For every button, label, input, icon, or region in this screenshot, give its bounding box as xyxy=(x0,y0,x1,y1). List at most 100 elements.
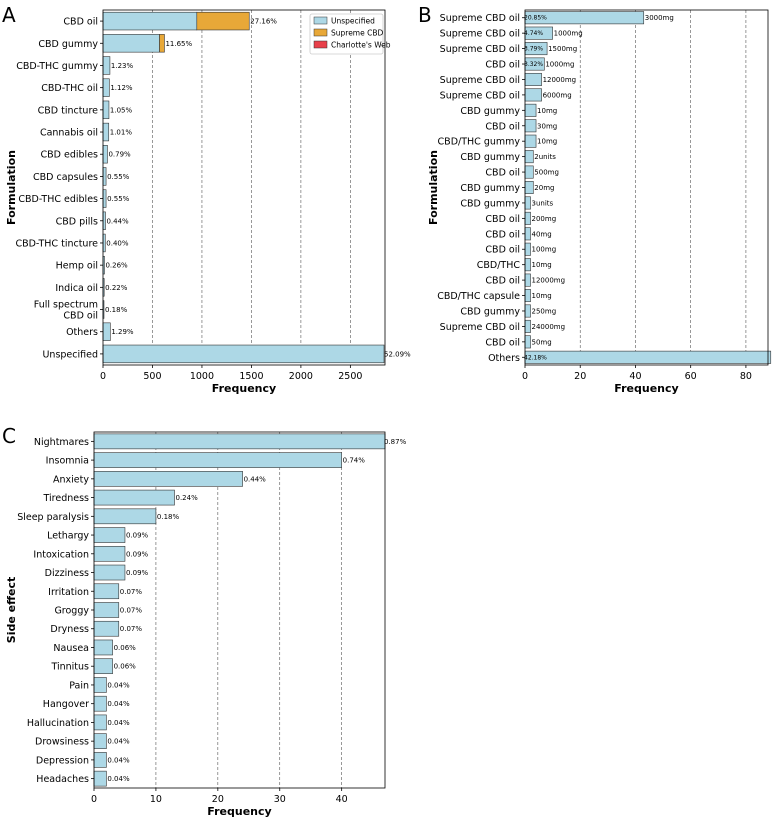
bar-data-label: 1.01% xyxy=(110,129,133,137)
bar-supreme-cbd xyxy=(196,11,250,31)
y-tick-label-line: Full spectrum xyxy=(34,300,98,311)
y-tick-label: Headaches xyxy=(36,774,89,785)
bar-data-label: 3units xyxy=(532,199,554,207)
y-tick-label: Supreme CBD oil xyxy=(440,90,520,101)
y-tick-label-line: Hangover xyxy=(43,699,89,710)
y-tick-label-line: Depression xyxy=(36,755,89,766)
bar xyxy=(93,733,107,749)
bar-inner-label: 3.32% xyxy=(524,61,543,68)
bar-data-label: 0.07% xyxy=(120,625,143,633)
bar xyxy=(93,527,126,543)
y-tick-label: Others xyxy=(488,353,520,364)
bar-data-label: 40mg xyxy=(532,230,552,238)
bar xyxy=(524,211,531,225)
y-axis-title: Side effect xyxy=(5,577,18,643)
y-tick-label-line: CBD-THC edibles xyxy=(18,194,98,205)
bar xyxy=(93,489,175,506)
bar-data-label: 10mg xyxy=(532,261,552,269)
bar-inner-label: 42.18% xyxy=(524,354,547,361)
bar-inner-label: 20.85% xyxy=(524,15,547,22)
bar-data-label: 0.09% xyxy=(126,550,149,558)
y-tick-label: Supreme CBD oil xyxy=(440,75,520,86)
bar xyxy=(524,273,531,287)
y-tick-label: Sleep paralysis xyxy=(17,512,89,523)
y-tick-label-line: CBD gummy xyxy=(460,306,520,317)
y-tick-label: CBD-THC gummy xyxy=(16,61,98,72)
y-tick-label: Indica oil xyxy=(55,283,98,294)
y-tick-label: CBD oil xyxy=(485,245,520,256)
bar-data-label: 0.44% xyxy=(244,475,267,483)
y-tick-label: CBD gummy xyxy=(460,106,520,117)
plot-frame xyxy=(524,9,769,366)
plot-frame xyxy=(102,9,386,366)
y-tick-label-line: Nausea xyxy=(53,643,89,654)
bar-unspecified xyxy=(102,56,111,75)
bar-data-label: 3000mg xyxy=(645,14,674,22)
y-tick-label: Tinnitus xyxy=(50,662,89,673)
y-tick-label-line: Intoxication xyxy=(33,549,89,560)
y-tick-label: Nausea xyxy=(53,643,89,654)
x-tick-label: 500 xyxy=(143,371,161,382)
y-tick-label: Supreme CBD oil xyxy=(440,13,520,24)
bar-data-label: 0.44% xyxy=(106,217,129,225)
y-tick-label: Drowsiness xyxy=(35,737,89,748)
x-tick-label: 40 xyxy=(336,794,348,805)
y-tick-label-line: Anxiety xyxy=(53,474,89,485)
bar-unspecified xyxy=(102,167,107,186)
bar-data-label: 11.65% xyxy=(165,40,192,48)
bar xyxy=(93,639,113,656)
bar-data-label: 0.06% xyxy=(114,663,137,671)
bar xyxy=(524,319,531,333)
bar xyxy=(93,545,126,562)
bar-data-label: 0.24% xyxy=(175,494,198,502)
bar-data-label: 0.06% xyxy=(114,644,137,652)
bar-data-label: 1000mg xyxy=(554,30,583,38)
x-tick-label: 1500 xyxy=(239,371,263,382)
legend-swatch xyxy=(313,28,328,37)
bar-data-label: 250mg xyxy=(532,307,557,315)
x-tick-label: 0 xyxy=(100,371,106,382)
y-tick-label-line: CBD gummy xyxy=(460,198,520,209)
bar-data-label: 2units xyxy=(534,153,556,161)
y-tick-label-line: Dryness xyxy=(50,624,89,635)
bar xyxy=(524,304,531,318)
y-tick-label: Dizziness xyxy=(45,568,89,579)
bar xyxy=(524,350,772,364)
bar-data-label: 1.12% xyxy=(110,84,133,92)
y-tick-label-line: Unspecified xyxy=(42,349,98,360)
y-tick-label-line: Tiredness xyxy=(43,493,90,504)
bar-data-label: 0.09% xyxy=(126,532,149,540)
bar-inner-label: 4.74% xyxy=(524,30,543,37)
y-tick-label-line: CBD tincture xyxy=(38,105,99,116)
bar-data-label: 0.07% xyxy=(120,607,143,615)
y-tick-label-line: CBD oil xyxy=(485,121,520,132)
y-tick-label-line: Headaches xyxy=(36,774,89,785)
bar xyxy=(93,770,107,787)
y-tick-label: CBD oil xyxy=(485,337,520,348)
bar xyxy=(524,165,534,179)
y-tick-label: Nightmares xyxy=(34,437,89,448)
y-tick-label: Tiredness xyxy=(43,493,90,504)
y-tick-label: Supreme CBD oil xyxy=(440,322,520,333)
y-tick-label-line: Hallucination xyxy=(27,718,89,729)
plot-frame xyxy=(93,431,386,789)
y-tick-label-line: CBD oil xyxy=(485,214,520,225)
y-tick-label-line: CBD gummy xyxy=(38,39,98,50)
y-tick-label-line: CBD/THC gummy xyxy=(438,137,521,148)
y-tick-label-line: Tinnitus xyxy=(50,662,89,673)
bar-data-label: 0.55% xyxy=(107,173,130,181)
x-tick-label: 80 xyxy=(740,371,752,382)
y-tick-label-line: CBD-THC tincture xyxy=(15,238,98,249)
y-tick-label-line: Cannabis oil xyxy=(40,128,98,139)
y-tick-label: CBD gummy xyxy=(38,39,98,50)
bar-data-label: 1.23% xyxy=(111,62,134,70)
y-tick-label: Irritation xyxy=(48,587,89,598)
bar xyxy=(93,677,107,693)
bar-data-label: 24000mg xyxy=(532,323,566,331)
bar xyxy=(524,242,531,256)
y-tick-label: CBD oil xyxy=(63,17,98,28)
bar-data-label: 10mg xyxy=(537,107,557,115)
bar-data-label: 0.04% xyxy=(107,719,130,727)
legend-entry: Unspecified xyxy=(331,17,375,26)
